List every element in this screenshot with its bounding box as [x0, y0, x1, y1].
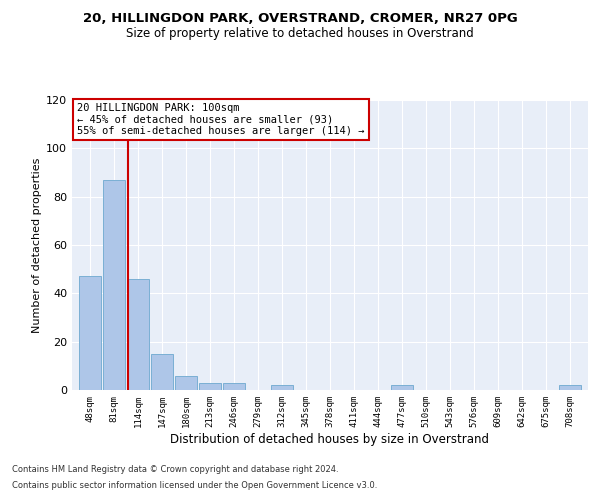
Bar	[271, 385, 293, 390]
Bar	[175, 376, 197, 390]
Text: 20 HILLINGDON PARK: 100sqm
← 45% of detached houses are smaller (93)
55% of semi: 20 HILLINGDON PARK: 100sqm ← 45% of deta…	[77, 103, 365, 136]
Bar	[103, 180, 125, 390]
Text: Contains public sector information licensed under the Open Government Licence v3: Contains public sector information licen…	[12, 480, 377, 490]
Bar	[79, 276, 101, 390]
Bar	[199, 383, 221, 390]
Bar	[223, 383, 245, 390]
Bar	[559, 385, 581, 390]
Bar	[151, 354, 173, 390]
Text: Contains HM Land Registry data © Crown copyright and database right 2024.: Contains HM Land Registry data © Crown c…	[12, 466, 338, 474]
Text: Size of property relative to detached houses in Overstrand: Size of property relative to detached ho…	[126, 28, 474, 40]
Text: 20, HILLINGDON PARK, OVERSTRAND, CROMER, NR27 0PG: 20, HILLINGDON PARK, OVERSTRAND, CROMER,…	[83, 12, 517, 26]
Y-axis label: Number of detached properties: Number of detached properties	[32, 158, 42, 332]
Bar	[127, 279, 149, 390]
X-axis label: Distribution of detached houses by size in Overstrand: Distribution of detached houses by size …	[170, 432, 490, 446]
Bar	[391, 385, 413, 390]
